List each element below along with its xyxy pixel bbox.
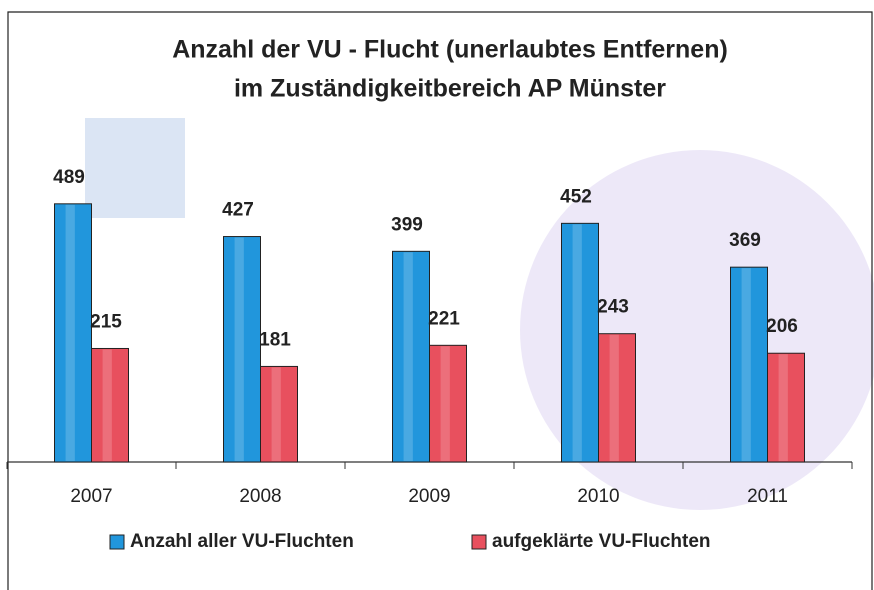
legend-swatch (472, 535, 486, 549)
bar-shine (441, 346, 450, 461)
x-tick-label: 2010 (577, 486, 619, 507)
value-label: 215 (90, 311, 122, 332)
bar-shine (272, 367, 281, 461)
bar-shine (573, 224, 582, 461)
bar-shine (103, 349, 112, 461)
x-tick-label: 2009 (408, 486, 450, 507)
bar-shine (779, 354, 788, 461)
value-label: 452 (560, 186, 592, 207)
value-label: 181 (259, 329, 291, 350)
x-tick-label: 2007 (70, 486, 112, 507)
bar-shine (66, 205, 75, 461)
value-label: 369 (729, 230, 761, 251)
legend-label: aufgeklärte VU-Fluchten (492, 531, 711, 552)
watermark-sign (85, 118, 185, 218)
x-tick-label: 2011 (747, 486, 788, 507)
value-label: 221 (428, 308, 460, 329)
bar-shine (742, 268, 751, 461)
value-label: 243 (597, 297, 629, 318)
value-label: 427 (222, 200, 254, 221)
value-label: 489 (53, 167, 85, 188)
value-label: 206 (766, 316, 798, 337)
x-tick-label: 2008 (239, 486, 281, 507)
chart: Anzahl der VU - Flucht (unerlaubtes Entf… (0, 0, 874, 590)
legend-label: Anzahl aller VU-Fluchten (130, 531, 354, 552)
value-label: 399 (391, 214, 423, 235)
legend-swatch (110, 535, 124, 549)
chart-title: im Zuständigkeitbereich AP Münster (234, 75, 666, 103)
chart-title: Anzahl der VU - Flucht (unerlaubtes Entf… (172, 36, 728, 64)
bar-shine (610, 335, 619, 461)
bar-shine (235, 238, 244, 461)
bar-shine (404, 252, 413, 461)
